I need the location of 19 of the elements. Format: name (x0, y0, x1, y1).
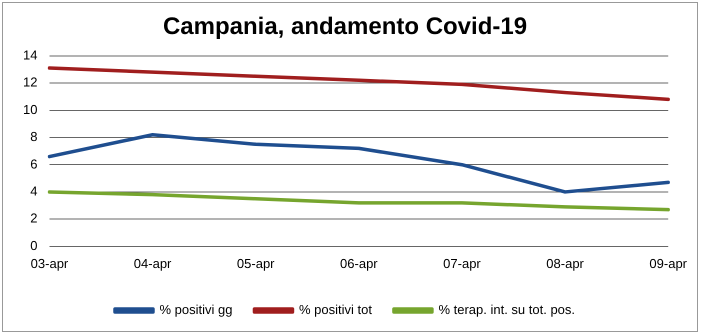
y-tick-label: 6 (30, 156, 38, 172)
x-tick-label: 06-apr (340, 256, 378, 271)
x-tick-label: 04-apr (134, 256, 172, 271)
y-tick-label: 10 (22, 102, 38, 117)
x-tick-label: 03-apr (30, 256, 69, 271)
x-tick-label: 07-apr (443, 256, 482, 271)
chart-title: Campania, andamento Covid-19 (162, 13, 528, 40)
y-tick-label: 2 (30, 210, 38, 226)
y-tick-label: 12 (22, 74, 38, 90)
x-tick-label: 08-apr (546, 256, 585, 271)
y-tick-label: 8 (30, 129, 38, 144)
x-tick-label: 09-apr (649, 256, 688, 271)
x-tick-label: 05-apr (236, 256, 276, 271)
y-tick-label: 0 (30, 238, 38, 253)
legend-label: % terap. int. su tot. pos. (438, 302, 576, 318)
legend-label: % positivi tot (298, 302, 372, 318)
y-tick-label: 14 (22, 47, 38, 62)
legend-label: % positivi gg (159, 302, 232, 318)
y-tick-label: 4 (30, 184, 38, 199)
